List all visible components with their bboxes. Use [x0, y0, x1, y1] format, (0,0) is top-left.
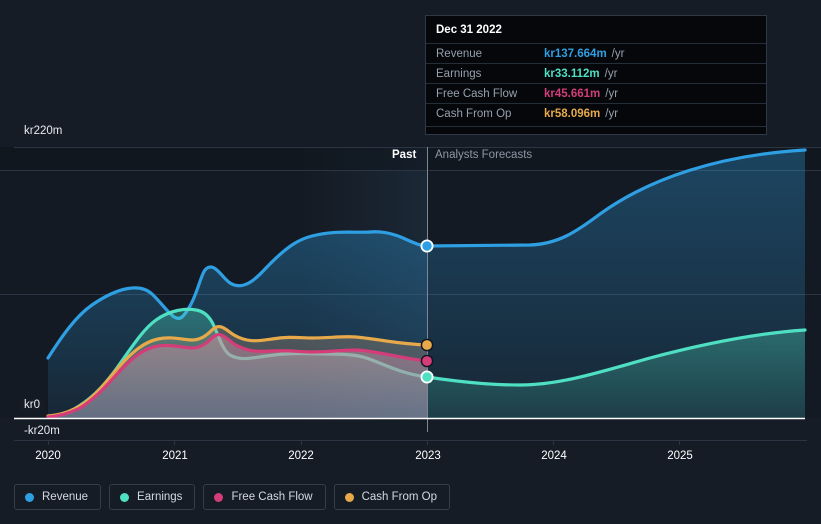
tooltip-label-revenue: Revenue: [436, 48, 483, 60]
legend-label-revenue: Revenue: [42, 491, 89, 503]
past-band-label: Past: [392, 149, 417, 161]
earnings-color-dot-icon: [120, 492, 130, 502]
forecast-band-label: Analysts Forecasts: [435, 149, 533, 161]
tooltip-unit-free-cash-flow: /yr: [605, 88, 619, 100]
x-axis-ticks: [48, 440, 680, 445]
legend-item-earnings[interactable]: Earnings: [109, 484, 196, 510]
tooltip-row-cash-from-op: Cash From Op kr58.096m /yr: [426, 103, 766, 123]
tooltip-unit-revenue: /yr: [611, 48, 625, 60]
tooltip-value-revenue: kr137.664m: [544, 48, 607, 60]
tooltip-date-title: Dec 31 2022: [436, 24, 502, 36]
legend-label-cash-from-op: Cash From Op: [361, 491, 438, 503]
tooltip-value-earnings: kr33.112m: [544, 68, 600, 80]
y-axis-label-top: kr220m: [20, 125, 68, 137]
revenue-forecast-line: [425, 148, 807, 248]
y-axis-label-zero: kr0: [20, 399, 45, 411]
free-cash-flow-line: [46, 333, 429, 419]
x-axis-label-2023: 2023: [415, 450, 441, 462]
earnings-forecast-line: [425, 328, 807, 387]
free-cash-flow-area: [48, 334, 427, 418]
cash-from-op-datapoint-marker[interactable]: [420, 338, 434, 352]
tooltip-value-cash-from-op: kr58.096m: [544, 108, 601, 120]
free-cash-flow-color-dot-icon: [214, 492, 224, 502]
tooltip-label-earnings: Earnings: [436, 68, 482, 80]
earnings-forecast-area: [427, 330, 805, 418]
tooltip-footer-divider: [426, 126, 766, 132]
tooltip-row-earnings: Earnings kr33.112m /yr: [426, 63, 766, 83]
data-tooltip: Dec 31 2022 Revenue kr137.664m /yr Earni…: [425, 15, 767, 135]
tooltip-value-free-cash-flow: kr45.661m: [544, 88, 601, 100]
revenue-color-dot-icon: [25, 492, 34, 502]
legend-item-revenue[interactable]: Revenue: [14, 484, 102, 510]
x-axis-label-2021: 2021: [162, 450, 188, 462]
financial-area-chart[interactable]: [0, 0, 821, 470]
tooltip-unit-cash-from-op: /yr: [605, 108, 619, 120]
free-cash-flow-datapoint-marker[interactable]: [420, 354, 434, 368]
legend-label-earnings: Earnings: [137, 491, 183, 503]
x-axis-label-2024: 2024: [541, 450, 567, 462]
tooltip-row-revenue: Revenue kr137.664m /yr: [426, 43, 766, 63]
legend-label-free-cash-flow: Free Cash Flow: [231, 491, 313, 503]
legend-item-cash-from-op[interactable]: Cash From Op: [333, 484, 451, 510]
x-axis-label-2025: 2025: [667, 450, 693, 462]
revenue-datapoint-marker[interactable]: [420, 239, 434, 253]
tooltip-row-free-cash-flow: Free Cash Flow kr45.661m /yr: [426, 83, 766, 103]
legend-item-free-cash-flow[interactable]: Free Cash Flow: [203, 484, 326, 510]
earnings-datapoint-marker[interactable]: [420, 370, 434, 384]
x-axis-label-2022: 2022: [288, 450, 314, 462]
cash-from-op-line: [46, 325, 429, 418]
chart-legend: Revenue Earnings Free Cash Flow Cash Fro…: [14, 484, 451, 510]
tooltip-unit-earnings: /yr: [604, 68, 618, 80]
tooltip-label-free-cash-flow: Free Cash Flow: [436, 88, 518, 100]
x-axis-label-2020: 2020: [35, 450, 61, 462]
tooltip-label-cash-from-op: Cash From Op: [436, 108, 512, 120]
cash-from-op-color-dot-icon: [344, 492, 354, 502]
revenue-line: [46, 230, 429, 360]
header-band: [0, 147, 821, 170]
y-axis-label-negative: -kr20m: [20, 425, 65, 437]
